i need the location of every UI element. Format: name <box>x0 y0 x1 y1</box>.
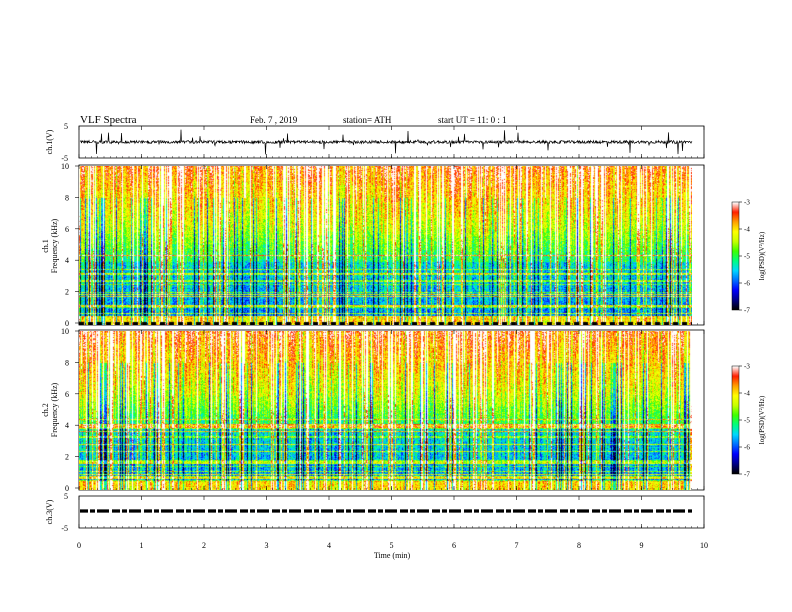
figure-title: VLF Spectra <box>80 114 137 126</box>
x-tick-label: 10 <box>700 541 708 550</box>
x-tick-label: 3 <box>265 541 269 550</box>
ch2-spec-ylabel-channel: ch.2 <box>41 403 50 417</box>
freq-tick-label: 8 <box>65 358 69 367</box>
ch1-spec-ylabel-freq: Frequency (kHz) <box>50 218 59 273</box>
x-tick-label: 9 <box>640 541 644 550</box>
colorbar-tick-label: -3 <box>744 363 750 371</box>
freq-tick-label: 4 <box>65 421 69 430</box>
x-tick-label: 4 <box>327 541 331 550</box>
ch2-spec-yticks: 0 2 4 6 8 10 <box>61 327 79 493</box>
ch1-waveform-line <box>79 129 693 155</box>
ch1-ytick-top: 5 <box>64 122 68 131</box>
colorbar-tick-label: -5 <box>744 253 750 261</box>
x-tick-label: 6 <box>452 541 456 550</box>
ch1-colorbar <box>732 202 739 310</box>
ch2-colorbar <box>732 366 739 474</box>
ch1-ytick-bottom: -5 <box>61 154 68 163</box>
ch2-colorbar-ticks: -3 -4 -5 -6 -7 <box>739 363 750 479</box>
ch1-colorbar-label: log(PSD)(V²/Hz) <box>758 231 766 280</box>
colorbar-tick-label: -4 <box>744 226 750 234</box>
x-tick-label: 7 <box>515 541 519 550</box>
freq-tick-label: 4 <box>65 256 69 265</box>
x-tick-label: 2 <box>202 541 206 550</box>
freq-tick-label: 10 <box>61 162 69 171</box>
freq-tick-label: 0 <box>65 319 69 328</box>
ch2-colorbar-label: log(PSD)(V²/Hz) <box>758 395 766 444</box>
station-label: station= ATH <box>343 115 392 125</box>
ch2-spec-ylabel-freq: Frequency (kHz) <box>50 382 59 437</box>
x-tick-label: 1 <box>140 541 144 550</box>
colorbar-tick-label: -7 <box>744 471 750 479</box>
ch3-ylabel: ch.3(V) <box>45 499 54 524</box>
colorbar-tick-label: -7 <box>744 307 750 315</box>
freq-tick-label: 10 <box>61 327 69 336</box>
ch1-waveform-panel: 5 -5 ch.1(V) <box>45 122 705 163</box>
colorbar-tick-label: -3 <box>744 199 750 207</box>
ch1-spectrogram-heatmap <box>79 166 692 325</box>
date-label: Feb. 7 , 2019 <box>250 115 298 125</box>
x-tick-label: 8 <box>577 541 581 550</box>
ch1-spec-yticks: 0 2 4 6 8 10 <box>61 162 79 328</box>
ch2-spectrogram-heatmap <box>79 331 692 490</box>
freq-tick-label: 2 <box>65 453 69 462</box>
colorbar-tick-label: -4 <box>744 390 750 398</box>
x-tick-label: 5 <box>390 541 394 550</box>
freq-tick-label: 2 <box>65 288 69 297</box>
x-tick-label: 0 <box>77 541 81 550</box>
x-axis-label: Time (min) <box>374 551 411 560</box>
freq-tick-label: 0 <box>65 484 69 493</box>
ch1-colorbar-ticks: -3 -4 -5 -6 -7 <box>739 199 750 315</box>
freq-tick-label: 6 <box>65 225 69 234</box>
freq-tick-label: 6 <box>65 390 69 399</box>
colorbar-tick-label: -5 <box>744 417 750 425</box>
ch3-waveform-panel: 5 -5 ch.3(V) <box>45 492 705 533</box>
ch3-ytick-bottom: -5 <box>61 524 68 533</box>
freq-tick-label: 8 <box>65 193 69 202</box>
start-time-label: start UT = 11: 0 : 1 <box>438 115 507 125</box>
ch1-ylabel: ch.1(V) <box>45 129 54 154</box>
ch1-spec-ylabel-channel: ch.1 <box>41 239 50 253</box>
ch3-ytick-top: 5 <box>64 492 68 501</box>
colorbar-tick-label: -6 <box>744 280 750 288</box>
colorbar-tick-label: -6 <box>744 444 750 452</box>
x-axis-ticks: 0 1 2 3 4 5 6 7 8 9 10 <box>77 126 708 550</box>
